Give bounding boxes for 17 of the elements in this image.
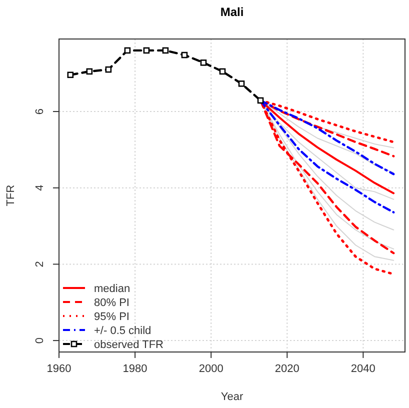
y-axis-title: TFR <box>5 184 17 206</box>
legend-label: 95% PI <box>94 311 130 323</box>
x-tick-label: 1960 <box>46 363 72 375</box>
legend-label: median <box>94 283 130 295</box>
chart-title: Mali <box>220 5 244 19</box>
x-axis-title: Year <box>220 391 244 403</box>
x-tick-label: 2020 <box>274 363 300 375</box>
legend-label: 80% PI <box>94 297 130 309</box>
y-tick-label: 4 <box>34 184 46 191</box>
y-tick-label: 2 <box>34 261 46 268</box>
y-tick-label: 6 <box>34 108 46 115</box>
x-tick-label: 1980 <box>122 363 148 375</box>
x-tick-label: 2000 <box>198 363 224 375</box>
legend-label: +/- 0.5 child <box>94 325 152 337</box>
x-tick-label: 2040 <box>350 363 376 375</box>
y-tick-label: 0 <box>34 337 46 344</box>
legend-label: observed TFR <box>94 339 164 351</box>
